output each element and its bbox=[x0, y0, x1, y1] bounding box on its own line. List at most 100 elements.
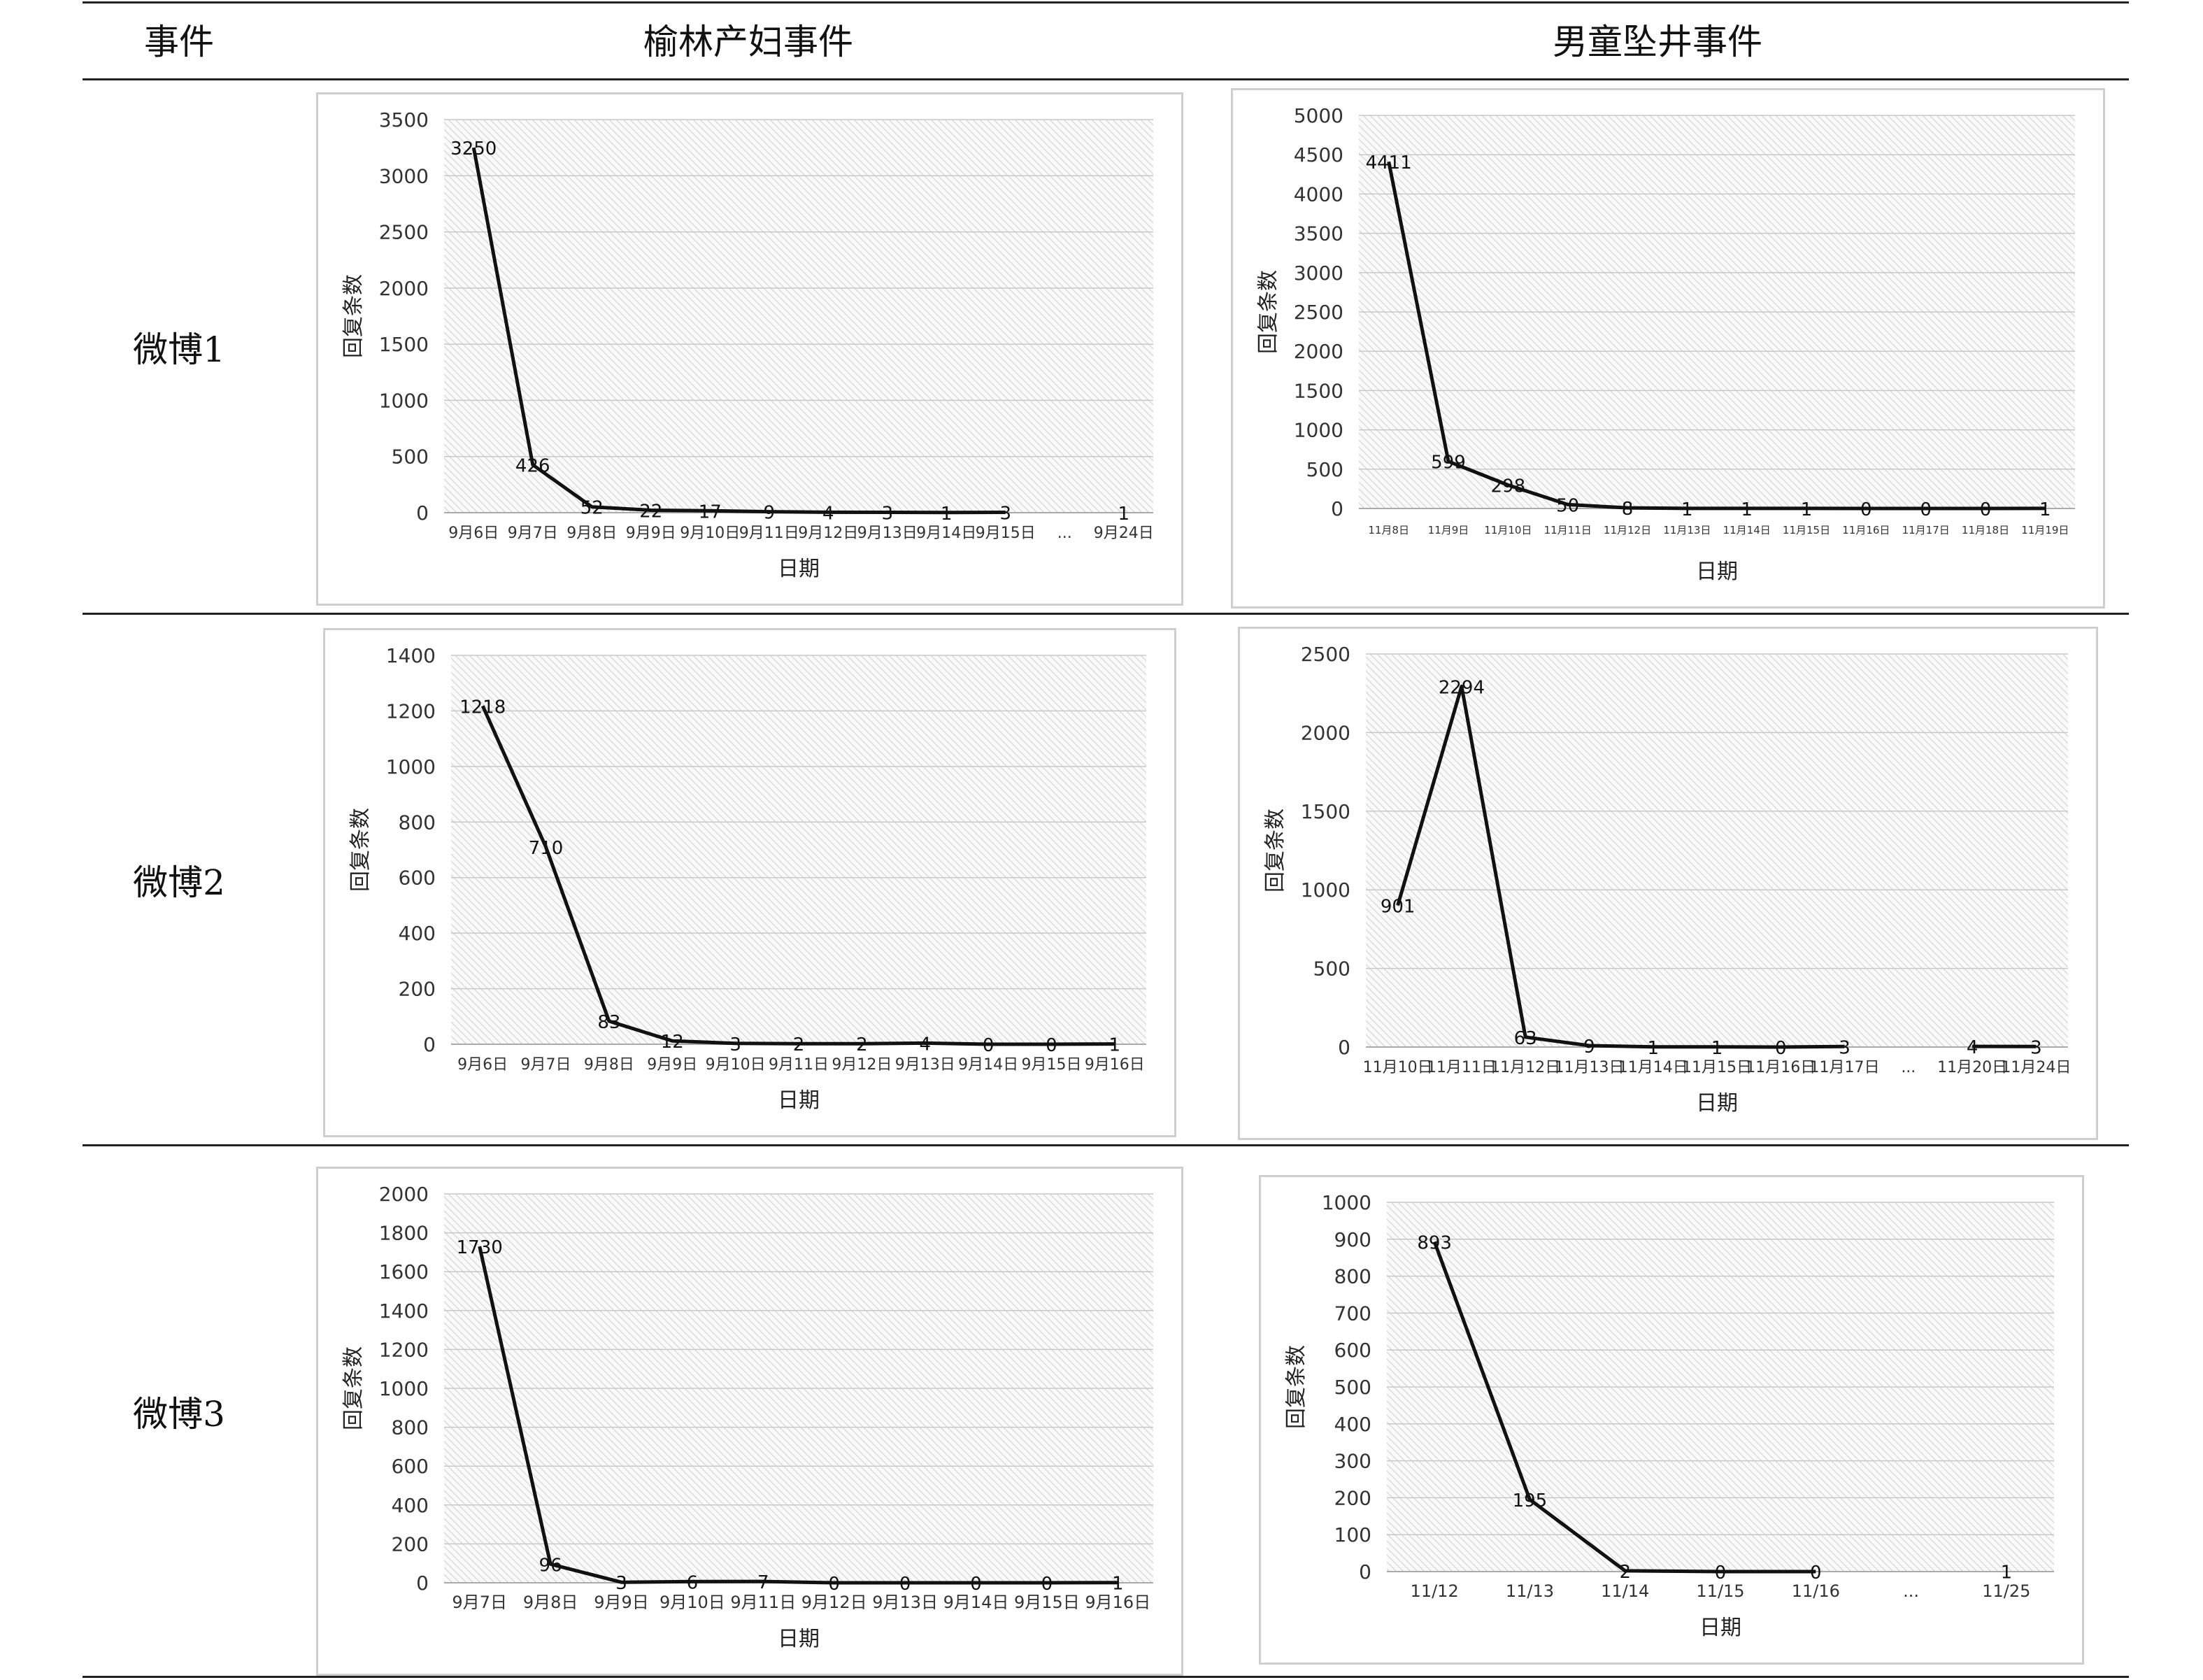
data-label: 0 bbox=[1046, 1035, 1057, 1056]
y-tick-label: 2000 bbox=[1301, 721, 1350, 744]
y-tick-label: 1200 bbox=[379, 1338, 429, 1361]
row-divider-2 bbox=[83, 1144, 2129, 1146]
y-tick-label: 100 bbox=[1334, 1523, 1371, 1546]
x-tick-label: 11月14日 bbox=[1723, 524, 1771, 536]
x-tick-label: 9月15日 bbox=[1014, 1593, 1080, 1612]
x-tick-label: 11月17日 bbox=[1902, 524, 1950, 536]
y-tick-label: 1500 bbox=[379, 333, 429, 356]
x-tick-label: 11/13 bbox=[1506, 1581, 1554, 1601]
data-label: 0 bbox=[1810, 1562, 1822, 1583]
data-label: 893 bbox=[1417, 1232, 1452, 1253]
y-axis-title: 回复条数 bbox=[1256, 270, 1281, 354]
data-label: 1 bbox=[1109, 1035, 1121, 1056]
chart-weibo1-boy: 0 500 1000 1500 2000 2500 3000 3500 4000 4500 5000… bbox=[1231, 88, 2105, 608]
y-tick-label: 2500 bbox=[1301, 643, 1350, 666]
data-label: 0 bbox=[983, 1035, 994, 1056]
x-tick-label: 9月15日 bbox=[976, 525, 1036, 542]
x-tick-label: 11月16日 bbox=[1842, 524, 1890, 536]
x-tick-label: 11月13日 bbox=[1663, 524, 1711, 536]
x-tick-label: 9月7日 bbox=[452, 1593, 507, 1612]
x-tick-label: 11月18日 bbox=[1962, 524, 2009, 536]
y-tick-label: 500 bbox=[1334, 1376, 1371, 1399]
x-tick-label: 9月12日 bbox=[801, 1593, 867, 1612]
x-tick-label: 9月9日 bbox=[626, 525, 676, 542]
x-tick-label: 11/14 bbox=[1601, 1581, 1649, 1601]
chart-svg: 0500100015002000250030003500400045005000… bbox=[1256, 104, 2075, 584]
y-tick-label: 0 bbox=[1359, 1560, 1371, 1583]
data-label: 2 bbox=[856, 1034, 868, 1055]
data-label: 710 bbox=[529, 838, 564, 859]
x-tick-label: 9月15日 bbox=[1021, 1056, 1081, 1074]
data-label: 1 bbox=[1647, 1038, 1659, 1059]
table-top-rule bbox=[83, 1, 2129, 3]
y-tick-label: 3500 bbox=[379, 108, 429, 131]
x-tick-label: 11月12日 bbox=[1604, 524, 1651, 536]
series-line bbox=[1387, 161, 2046, 511]
series-line bbox=[471, 147, 1006, 515]
data-label: 83 bbox=[597, 1012, 620, 1033]
y-tick-label: 2000 bbox=[1294, 340, 1343, 363]
x-tick-label: 9月10日 bbox=[706, 1056, 766, 1074]
data-label: 1 bbox=[2039, 499, 2051, 520]
x-tick-label: 9月14日 bbox=[943, 1593, 1009, 1612]
y-tick-label: 600 bbox=[1334, 1339, 1371, 1362]
y-tick-label: 200 bbox=[399, 978, 436, 1001]
data-label: 3 bbox=[881, 504, 893, 525]
x-tick-label: 9月8日 bbox=[523, 1593, 578, 1612]
data-label: 6 bbox=[687, 1572, 699, 1593]
y-tick-label: 800 bbox=[1334, 1265, 1371, 1288]
x-tick-label: 9月10日 bbox=[680, 525, 740, 542]
x-axis-title: 日期 bbox=[778, 1627, 820, 1651]
y-tick-label: 2500 bbox=[379, 221, 429, 244]
y-tick-label: 0 bbox=[416, 501, 429, 525]
row-label-weibo2: 微博2 bbox=[133, 862, 225, 903]
data-label: 9 bbox=[1583, 1037, 1595, 1058]
data-label: 17 bbox=[699, 501, 722, 522]
data-label: 2 bbox=[793, 1034, 805, 1055]
x-tick-label: 9月11日 bbox=[730, 1593, 796, 1612]
data-label: 0 bbox=[899, 1574, 911, 1595]
y-axis-title: 回复条数 bbox=[1263, 809, 1288, 892]
x-axis-title: 日期 bbox=[778, 1088, 820, 1113]
data-label: 4 bbox=[1967, 1037, 1979, 1058]
x-tick-label: 11月17日 bbox=[1810, 1059, 1880, 1076]
y-tick-label: 500 bbox=[392, 446, 429, 469]
y-tick-label: 5000 bbox=[1294, 104, 1343, 127]
y-tick-label: 500 bbox=[1313, 958, 1350, 981]
x-tick-label: 9月12日 bbox=[832, 1056, 892, 1074]
x-tick-label: 11/16 bbox=[1792, 1581, 1840, 1601]
y-tick-label: 1800 bbox=[379, 1222, 429, 1245]
y-tick-label: 400 bbox=[399, 922, 436, 945]
series-line bbox=[480, 705, 1115, 1046]
data-label: 0 bbox=[1860, 499, 1872, 520]
x-tick-label: 11/25 bbox=[1982, 1581, 2030, 1601]
x-tick-label: 9月16日 bbox=[1085, 1593, 1150, 1612]
y-tick-label: 800 bbox=[399, 811, 436, 834]
x-tick-label: 9月14日 bbox=[916, 525, 976, 542]
y-tick-label: 0 bbox=[423, 1033, 436, 1056]
header-boy-well-event: 男童坠井事件 bbox=[1553, 22, 1762, 62]
data-label: 1218 bbox=[459, 697, 506, 718]
data-label: 195 bbox=[1513, 1490, 1548, 1511]
data-label: 50 bbox=[1556, 495, 1579, 516]
y-tick-label: 3000 bbox=[379, 164, 429, 187]
chart-weibo3-boy: 0 100 200 300 400 500 600 700 800 900 1000 11/12 11/… bbox=[1259, 1175, 2084, 1665]
y-tick-label: 1200 bbox=[386, 699, 436, 722]
table-header-rule bbox=[83, 78, 2129, 80]
x-tick-label: 9月12日 bbox=[798, 525, 858, 542]
y-tick-label: 1000 bbox=[386, 755, 436, 778]
x-tick-label: 11月15日 bbox=[1682, 1059, 1752, 1076]
y-tick-label: 2000 bbox=[379, 277, 429, 300]
data-label: 0 bbox=[1920, 499, 1932, 520]
data-label: 0 bbox=[828, 1574, 840, 1595]
header-event: 事件 bbox=[144, 22, 214, 62]
data-label: 3 bbox=[1839, 1037, 1851, 1058]
data-label: 96 bbox=[539, 1555, 562, 1576]
y-axis-title: 回复条数 bbox=[1284, 1345, 1309, 1429]
series-line bbox=[1396, 684, 1845, 1049]
y-tick-label: 3500 bbox=[1294, 222, 1343, 245]
y-tick-label: 800 bbox=[392, 1416, 429, 1439]
y-tick-label: 1500 bbox=[1294, 379, 1343, 402]
data-label: 901 bbox=[1381, 896, 1416, 917]
